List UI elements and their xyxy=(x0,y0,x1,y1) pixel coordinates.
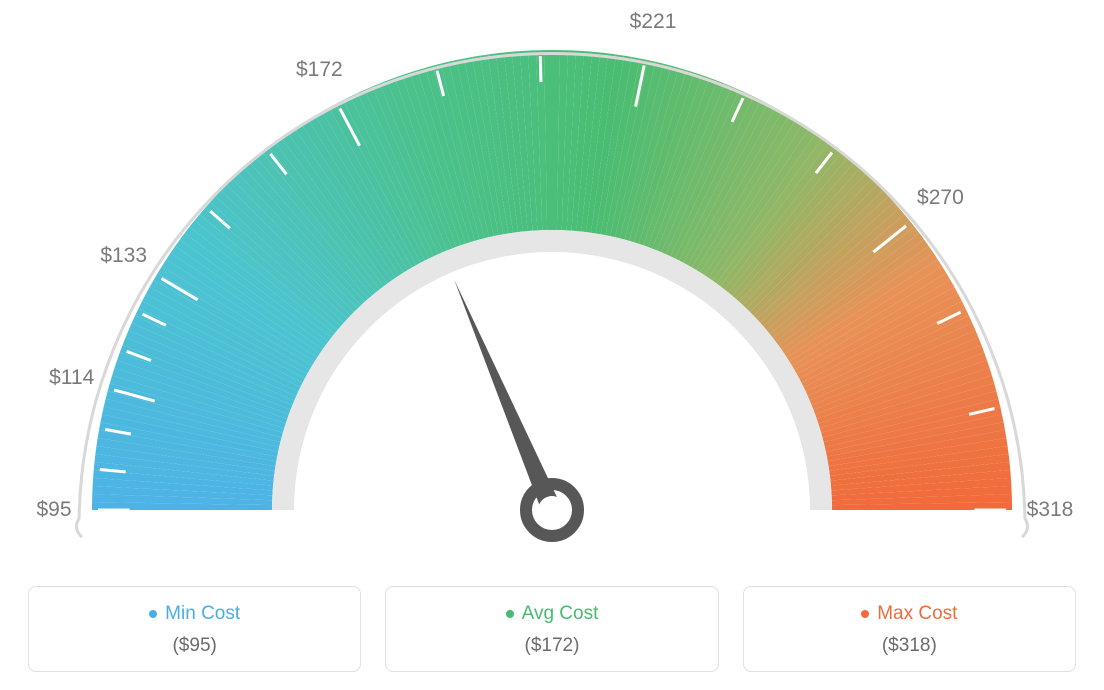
gauge-tick-label: $172 xyxy=(296,58,343,82)
gauge-tick-label: $221 xyxy=(630,10,677,34)
gauge-svg xyxy=(0,0,1104,560)
legend-box-max: Max Cost ($318) xyxy=(743,586,1076,672)
gauge-tick-label: $114 xyxy=(49,366,94,390)
legend-label-min: Min Cost xyxy=(149,603,240,625)
legend-dot-min xyxy=(149,610,157,618)
legend-value-min: ($95) xyxy=(39,635,350,657)
legend-label-max: Max Cost xyxy=(861,603,957,625)
legend-box-min: Min Cost ($95) xyxy=(28,586,361,672)
legend-dot-avg xyxy=(506,610,514,618)
legend-label-avg: Avg Cost xyxy=(506,603,599,625)
gauge-tick-label: $133 xyxy=(100,244,147,268)
legend-row: Min Cost ($95) Avg Cost ($172) Max Cost … xyxy=(0,586,1104,672)
gauge-tick-label: $95 xyxy=(36,498,71,522)
gauge-tick-label: $270 xyxy=(917,186,964,210)
legend-text-min: Min Cost xyxy=(165,603,240,625)
gauge-chart: $95 $114 $133 $172 $221 $270 $318 xyxy=(0,0,1104,560)
legend-text-avg: Avg Cost xyxy=(522,603,599,625)
cost-gauge-container: $95 $114 $133 $172 $221 $270 $318 Min Cost ($9… xyxy=(0,0,1104,690)
legend-box-avg: Avg Cost ($172) xyxy=(385,586,718,672)
gauge-tick-label: $318 xyxy=(1027,498,1074,522)
legend-value-max: ($318) xyxy=(754,635,1065,657)
legend-value-avg: ($172) xyxy=(396,635,707,657)
legend-text-max: Max Cost xyxy=(877,603,957,625)
legend-dot-max xyxy=(861,610,869,618)
